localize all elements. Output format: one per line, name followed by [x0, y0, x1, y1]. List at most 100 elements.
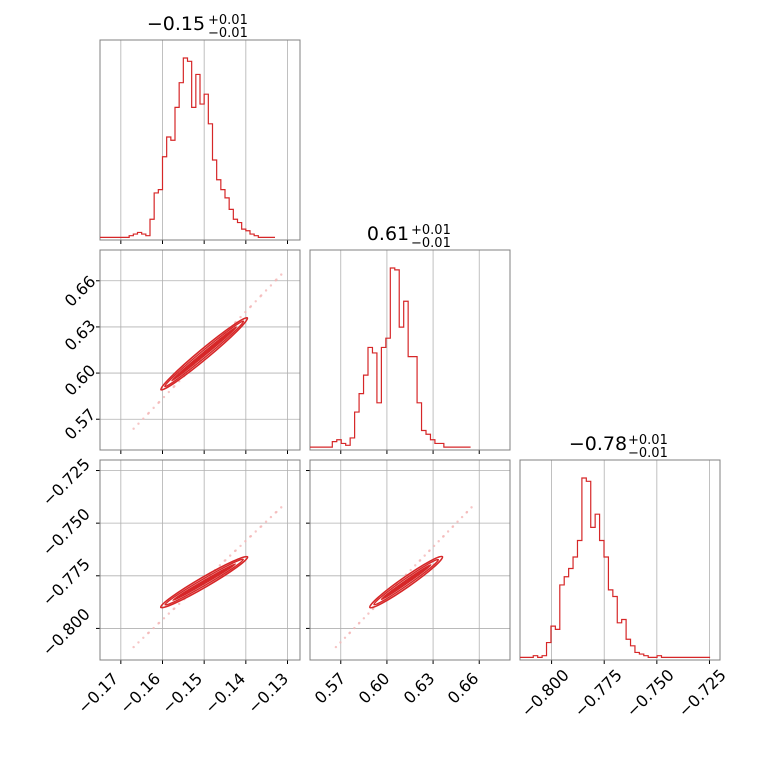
scatter-point — [224, 559, 227, 562]
xtick-label-neg-0-725: −0.725 — [674, 665, 729, 720]
scatter-point — [460, 515, 464, 519]
scatter-point — [353, 626, 356, 630]
scatter-point — [249, 305, 253, 308]
ytick-label-neg-0-800: −0.800 — [38, 604, 93, 659]
scatter-point — [137, 641, 140, 644]
ytick-label-0-66: 0.66 — [61, 272, 100, 311]
ytick-label-0-57: 0.57 — [61, 405, 100, 444]
scatter-point — [142, 417, 145, 420]
scatter-point — [343, 636, 347, 639]
title-hist-0-value: −0.15 — [147, 13, 205, 35]
xtick-label-neg-0-15: −0.15 — [158, 669, 206, 717]
hist-panel-2 — [519, 459, 721, 664]
title-hist-2-value: −0.78 — [569, 433, 627, 455]
scatter-point — [260, 525, 263, 528]
scatter-point — [358, 621, 361, 625]
scatter-point — [147, 631, 150, 634]
xtick-label-neg-0-17: −0.17 — [74, 669, 122, 717]
contour-inner — [380, 564, 432, 601]
contour-outer — [159, 555, 249, 609]
contour-mid — [164, 320, 245, 388]
title-hist-0-sup: +0.01 — [208, 13, 248, 28]
scatter-point — [260, 294, 263, 297]
scatter-point — [269, 515, 273, 519]
scatter-point — [334, 645, 338, 649]
xticklabels-col-0: −0.17 −0.16 −0.15 −0.14 −0.13 — [74, 669, 292, 717]
title-hist-2: −0.78 +0.01 −0.01 — [569, 433, 668, 461]
scatter-point — [152, 406, 155, 410]
scatter-point — [264, 289, 268, 292]
scatter-point — [339, 641, 342, 644]
axes-frame — [519, 459, 721, 661]
scatter-point — [348, 631, 352, 634]
title-hist-1-sup: +0.01 — [411, 223, 451, 238]
scatter-point — [239, 544, 242, 548]
scatter-panel-2-0 — [96, 459, 301, 664]
scatter-point — [162, 617, 166, 620]
scatter-point — [264, 520, 268, 523]
histogram-step-line — [310, 267, 471, 448]
scatter-point — [167, 612, 171, 615]
contour-inner — [171, 326, 238, 382]
scatter-point — [269, 284, 273, 287]
xtick-label-0-60: 0.60 — [355, 669, 394, 708]
scatter-point — [275, 510, 278, 514]
title-hist-2-sup: +0.01 — [628, 433, 668, 448]
scatter-point — [418, 559, 422, 562]
yticklabels-scatter-1-0: 0.57 0.60 0.63 0.66 — [61, 272, 100, 444]
scatter-point — [157, 621, 161, 625]
title-hist-2-sub: −0.01 — [628, 446, 668, 461]
scatter-point — [465, 510, 469, 514]
scatter-point — [446, 530, 450, 533]
scatter-point — [132, 645, 135, 649]
scatter-point — [142, 636, 145, 639]
ytick-label-0-60: 0.60 — [61, 361, 100, 400]
title-hist-1-value: 0.61 — [367, 223, 409, 245]
scatter-point — [362, 617, 366, 620]
scatter-panel-1-0 — [96, 249, 301, 454]
xtick-label-0-57: 0.57 — [311, 669, 350, 708]
xtick-label-neg-0-800: −0.800 — [517, 665, 572, 720]
scatter-point — [254, 300, 257, 303]
scatter-point — [173, 607, 176, 610]
scatter-point — [177, 602, 181, 606]
xtick-label-neg-0-14: −0.14 — [201, 669, 249, 717]
scatter-point — [437, 540, 440, 543]
contour-outer — [160, 316, 249, 391]
contour-outer — [368, 555, 444, 609]
ytick-label-neg-0-750: −0.750 — [38, 504, 93, 559]
xtick-label-neg-0-13: −0.13 — [244, 669, 292, 717]
scatter-panel-2-1 — [306, 459, 511, 664]
title-hist-1: 0.61 +0.01 −0.01 — [367, 223, 451, 251]
axes-frame — [99, 39, 301, 241]
scatter-point — [456, 520, 459, 523]
scatter-point — [147, 411, 150, 415]
scatter-point — [244, 540, 247, 543]
ytick-label-neg-0-775: −0.775 — [38, 554, 93, 609]
scatter-point — [244, 310, 247, 314]
scatter-point — [137, 422, 140, 425]
xticklabels-col-2: −0.800 −0.775 −0.750 −0.725 — [517, 665, 729, 720]
contour-inner — [172, 563, 237, 601]
scatter-point — [173, 385, 176, 388]
scatter-point — [280, 506, 283, 509]
hist-panel-0 — [99, 39, 301, 244]
xticklabels-col-1: 0.57 0.60 0.63 0.66 — [311, 669, 483, 708]
xtick-label-neg-0-750: −0.750 — [622, 665, 677, 720]
axes-frame — [309, 249, 511, 451]
contour-mid — [164, 558, 244, 606]
hist-panel-1 — [309, 249, 511, 454]
title-hist-0-sub: −0.01 — [208, 26, 248, 41]
scatter-point — [280, 273, 283, 276]
scatter-point — [423, 554, 426, 557]
ytick-label-neg-0-725: −0.725 — [38, 454, 93, 509]
axes-frame — [99, 459, 301, 661]
scatter-point — [470, 506, 473, 509]
yticklabels-scatter-2-0: −0.800 −0.775 −0.750 −0.725 — [38, 454, 93, 659]
scatter-point — [432, 544, 436, 548]
axes-frame — [309, 459, 511, 661]
scatter-point — [218, 564, 222, 567]
histogram-step-line — [100, 57, 275, 238]
scatter-point — [428, 549, 431, 552]
